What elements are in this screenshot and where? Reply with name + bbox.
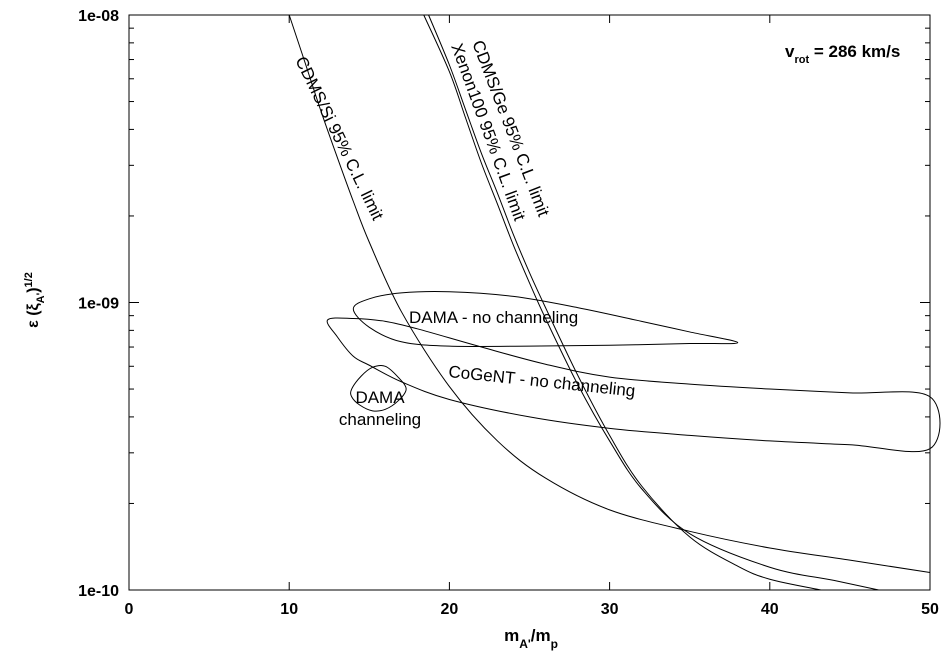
axis-ticks: 0 10 20 30 40 50 1e-10 1e-09 1e-08	[78, 8, 939, 618]
annotation-dama-channeling-line2: channeling	[339, 410, 421, 429]
annotation-cdms-si: CDMS/Si 95% C.L. limit	[291, 53, 387, 223]
y-tick-label-0: 1e-10	[78, 583, 119, 600]
series-cdms-ge-95-c-l-limit	[428, 14, 822, 591]
annotation-cogent: CoGeNT - no channeling	[448, 362, 637, 401]
x-tick-label-3: 30	[601, 601, 619, 618]
y-axis-label: ε (ξA')1/2	[23, 272, 47, 328]
curves	[288, 14, 941, 591]
x-tick-label-4: 40	[761, 601, 779, 618]
x-tick-label-0: 0	[125, 601, 134, 618]
series-dama-no-channeling	[352, 291, 739, 348]
series-xenon100-95-c-l-limit	[423, 14, 879, 591]
x-axis-label: mA'/mp	[504, 626, 558, 651]
x-tick-label-5: 50	[921, 601, 939, 618]
series-dama-channeling	[350, 364, 407, 412]
annotation-dama-channeling-line1: DAMA	[355, 388, 405, 407]
annotation-dama-no-channeling: DAMA - no channeling	[409, 308, 578, 327]
series-cdms-si-95-c-l-limit	[288, 14, 931, 574]
vrot-label: vrot = 286 km/s	[785, 42, 900, 66]
plot-frame	[128, 14, 931, 591]
y-tick-label-1: 1e-09	[78, 296, 119, 313]
x-tick-label-1: 10	[280, 601, 298, 618]
y-tick-label-2: 1e-08	[78, 8, 119, 25]
x-tick-label-2: 20	[441, 601, 459, 618]
